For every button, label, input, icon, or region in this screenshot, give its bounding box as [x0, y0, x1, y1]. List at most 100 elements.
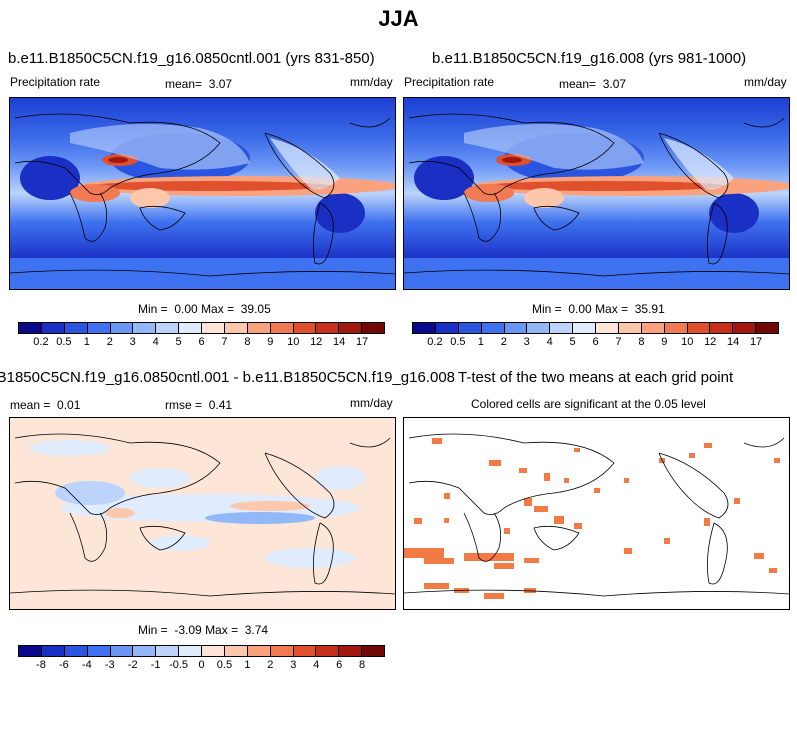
max-value: 39.05: [240, 302, 271, 316]
precip-left-tick-label: 1: [83, 336, 90, 348]
precip-left-tick-label: 9: [267, 336, 274, 348]
precip-left-swatch-3: [87, 323, 111, 333]
precip-right-swatch-6: [550, 323, 574, 333]
precip-right-swatch-5: [527, 323, 551, 333]
diff-min-max-label: Min = -3.09 Max = 3.74: [138, 623, 269, 637]
precip-right-tick-label: 4: [546, 336, 553, 348]
panel-title-test: b.e11.B1850C5CN.f19_g16.008 (yrs 981-100…: [432, 50, 747, 67]
significant-cell: [424, 558, 454, 564]
precip-right-swatch-0: [413, 323, 436, 333]
diff-tick-label: -2: [127, 659, 138, 671]
diff-swatch-2: [64, 646, 88, 656]
diff-tick-label: -6: [58, 659, 69, 671]
precip-left-tick-label: 2: [106, 336, 113, 348]
precip-map-test: [403, 97, 790, 290]
rmse-label: rmse = 0.41: [165, 398, 233, 412]
diff-swatch-5: [133, 646, 157, 656]
precip-left-tick-label: 8: [244, 336, 251, 348]
significant-cell: [564, 478, 569, 483]
precip-left-swatch-2: [64, 323, 88, 333]
precip-right-tick-label: 0.5: [450, 336, 466, 348]
diff-swatch-0: [19, 646, 42, 656]
precip-right-swatch-8: [596, 323, 619, 333]
precip-left-tick-label: 0.5: [56, 336, 72, 348]
diff-tick-label: -4: [81, 659, 92, 671]
diff-max-value: 3.74: [244, 623, 269, 637]
precip-right-tick-label: 8: [638, 336, 645, 348]
mean-value: 3.07: [208, 77, 233, 91]
precip-right-swatch-4: [504, 323, 528, 333]
precip-right-swatch-3: [481, 323, 505, 333]
mean-value: 3.07: [602, 77, 627, 91]
rmse-value: 0.41: [208, 398, 233, 412]
diff-swatch-13: [316, 646, 340, 656]
significant-cell: [444, 493, 450, 499]
panel-title-difference: b.e11.B1850C5CN.f19_g16.0850cntl.001 - b…: [0, 369, 455, 386]
diff-swatch-9: [224, 646, 248, 656]
diff-tick-label: 8: [359, 659, 366, 671]
precip-right-tick-label: 7: [615, 336, 622, 348]
diff-tick-label: 2: [267, 659, 274, 671]
diff-swatch-14: [339, 646, 363, 656]
significant-cell: [689, 453, 695, 458]
precip-right-tick-label: 14: [727, 336, 740, 348]
significant-cell: [574, 523, 582, 529]
significant-cell: [534, 506, 548, 512]
mean-label: mean= 3.07: [165, 77, 233, 91]
diff-swatch-4: [110, 646, 134, 656]
colorbar-precip-left: [18, 322, 385, 334]
diff-tick-label: -8: [36, 659, 46, 671]
diff-mean-value: 0.01: [57, 398, 81, 412]
diff-min-value: -3.09: [174, 623, 202, 637]
precip-left-tick-label: 0.2: [33, 336, 49, 348]
significant-cell: [424, 583, 449, 589]
precip-right-tick-label: 17: [749, 336, 763, 348]
diff-tick-label: 6: [336, 659, 343, 671]
precip-right-tick-label: 1: [477, 336, 484, 348]
min-value: 0.00: [568, 302, 592, 316]
colorbar-difference: [18, 645, 385, 657]
variable-label: Precipitation rate: [10, 75, 101, 89]
significant-cell: [704, 518, 710, 526]
diff-units-label: mm/day: [350, 396, 393, 410]
significant-cell: [624, 478, 629, 483]
significant-cell: [484, 593, 504, 599]
diff-title-clip: b.e11.B1850C5CN.f19_g16.0850cntl.001 - b…: [0, 369, 455, 389]
significant-cell: [594, 488, 600, 493]
significant-cell: [704, 443, 712, 448]
precip-right-swatch-9: [618, 323, 642, 333]
precip-left-swatch-12: [293, 323, 317, 333]
mean-label: mean= 3.07: [559, 77, 627, 91]
diff-swatch-15: [362, 646, 384, 656]
precip-left-swatch-8: [202, 323, 225, 333]
colorbar-precip-right: [412, 322, 779, 334]
significant-cell: [414, 518, 422, 524]
precip-left-tick-label: 12: [310, 336, 323, 348]
precip-left-swatch-9: [224, 323, 248, 333]
ttest-subtitle: Colored cells are significant at the 0.0…: [471, 397, 706, 411]
precip-right-swatch-10: [641, 323, 665, 333]
significant-cell: [494, 563, 514, 569]
significant-cell: [464, 553, 514, 561]
precip-right-tick-label: 9: [661, 336, 668, 348]
precip-left-tick-label: 14: [333, 336, 346, 348]
precip-left-swatch-1: [41, 323, 65, 333]
significant-cell: [524, 588, 536, 593]
min-max-label: Min = 0.00 Max = 35.91: [532, 302, 665, 316]
precip-left-swatch-15: [362, 323, 384, 333]
significant-cell: [664, 538, 670, 544]
diff-swatch-10: [247, 646, 271, 656]
precip-left-swatch-0: [19, 323, 42, 333]
difference-map: [9, 417, 396, 610]
diff-swatch-8: [202, 646, 225, 656]
precip-map-control: [9, 97, 396, 290]
precip-left-swatch-4: [110, 323, 134, 333]
precip-right-tick-label: 3: [523, 336, 530, 348]
precip-right-swatch-2: [458, 323, 482, 333]
precip-right-swatch-13: [710, 323, 734, 333]
significant-cell: [404, 548, 444, 558]
precip-right-swatch-1: [435, 323, 459, 333]
significant-cell: [769, 568, 777, 573]
diff-tick-label: 0: [198, 659, 205, 671]
max-value: 35.91: [634, 302, 665, 316]
